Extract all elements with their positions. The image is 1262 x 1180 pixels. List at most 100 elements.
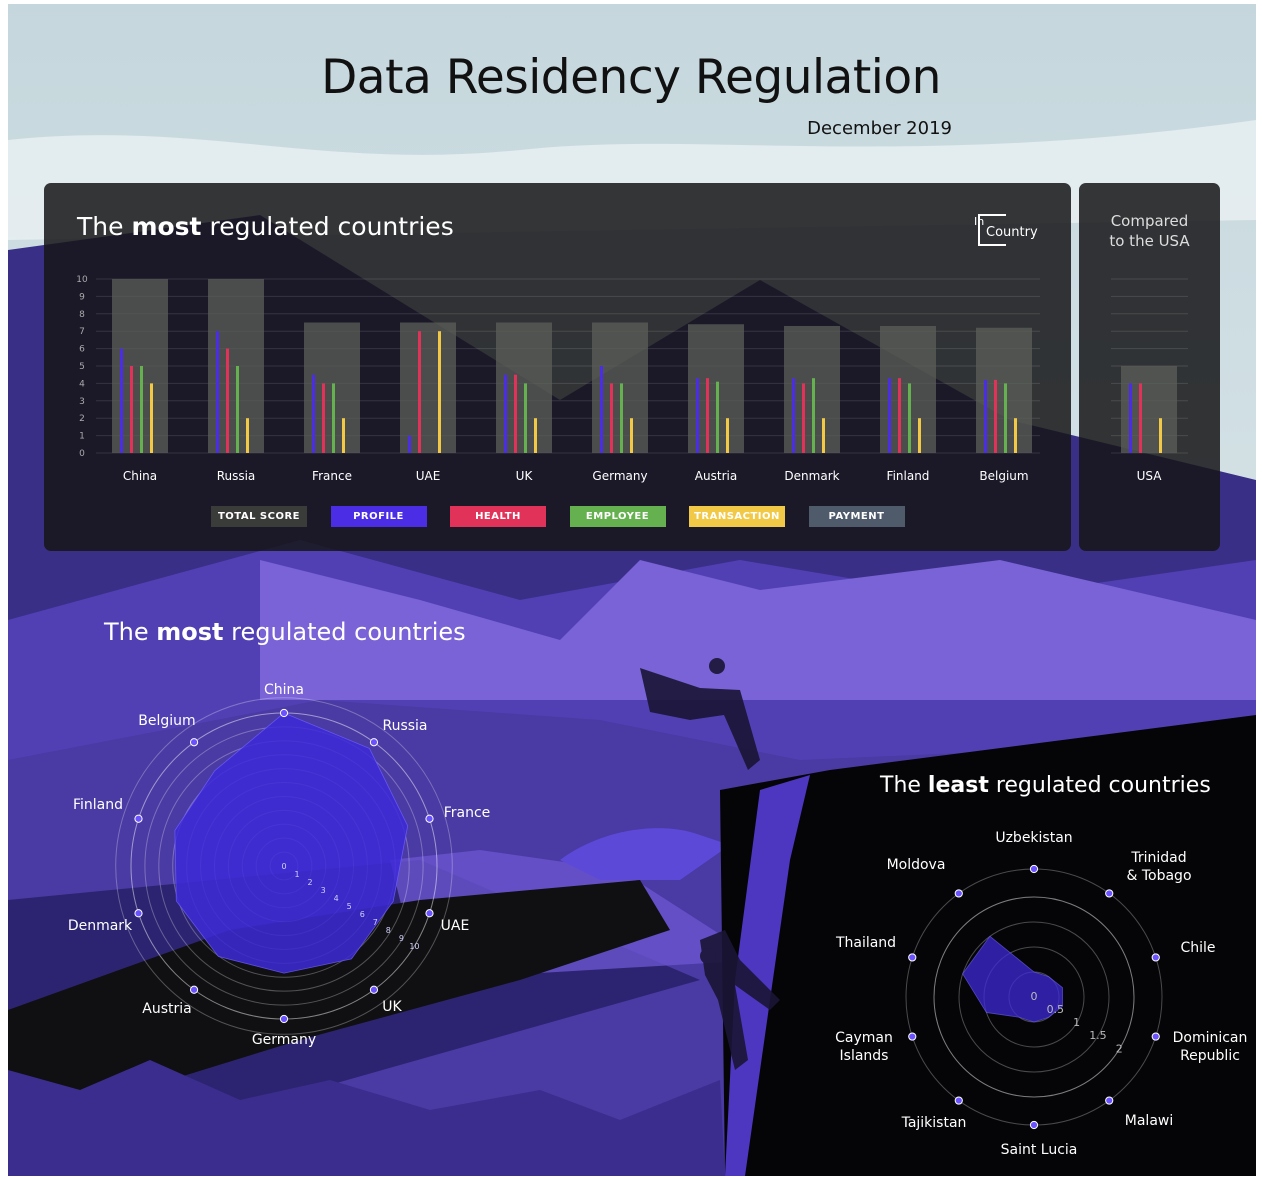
radar-tick-label: 10 [409, 942, 419, 951]
radar-outer-ring [933, 896, 1135, 1098]
bar-transaction [726, 418, 729, 453]
radar-axis-label: Russia [382, 718, 428, 734]
bar-chart-title: The most regulated countries [77, 212, 454, 241]
x-tick-label: Denmark [784, 469, 839, 483]
radar-axis-label: Thailand [835, 935, 897, 951]
bar-health [1139, 383, 1142, 453]
bar-profile [600, 366, 603, 453]
bar-health [130, 366, 133, 453]
y-tick-label: 5 [79, 362, 85, 372]
radar-most-title: The most regulated countries [104, 618, 466, 646]
radar-axis-label: Finland [72, 797, 124, 813]
legend-item-profile: PROFILE [330, 506, 427, 527]
radar-axis-label: UAE [440, 918, 470, 934]
radar-axis-node [1151, 953, 1160, 962]
bar-transaction [1014, 418, 1017, 453]
y-tick-label: 2 [79, 414, 85, 424]
radar-axis-node [279, 708, 289, 718]
bar-health [418, 331, 421, 453]
bar-employee [1004, 383, 1007, 453]
radar-ring [933, 896, 1135, 1098]
bar-transaction [246, 418, 249, 453]
usa-title-line1: Compared [1110, 212, 1189, 230]
y-tick-label: 4 [79, 379, 85, 389]
y-tick-label: 6 [79, 345, 85, 355]
x-tick-label: USA [1137, 469, 1163, 483]
radar-tick-label: 8 [386, 926, 391, 935]
radar-axis-label: Malawi [1124, 1113, 1174, 1129]
y-tick-label: 9 [79, 292, 85, 302]
logo-bracket-icon [978, 214, 1006, 246]
bar-employee [812, 378, 815, 453]
usa-panel-title: Compared to the USA [1079, 211, 1220, 251]
bar-health [898, 378, 901, 453]
bar-employee [332, 383, 335, 453]
bar-transaction [822, 418, 825, 453]
radar-most-title-text: The most regulated countries [104, 618, 466, 646]
radar-tick-label: 1 [294, 870, 299, 879]
bar-profile [120, 348, 123, 453]
radar-tick-label: 1 [1073, 1016, 1080, 1029]
legend-item-payment: PAYMENT [808, 506, 905, 527]
radar-axis-node [1105, 1096, 1114, 1105]
radar-least-title: The least regulated countries [880, 773, 1211, 798]
radar-ring [958, 921, 1110, 1073]
bar-profile [504, 374, 507, 453]
legend-item-employee: EMPLOYEE [569, 506, 666, 527]
bar-employee [716, 381, 719, 453]
radar-tick-label: 0 [1031, 990, 1038, 1003]
radar-axis-label: Denmark [67, 918, 133, 934]
radar-tick-label: 0 [281, 862, 286, 871]
bar-transaction [918, 418, 921, 453]
y-tick-label: 10 [76, 275, 88, 285]
bar-profile [696, 378, 699, 453]
incountry-logo: In Country [972, 214, 1042, 248]
radar-axis-node [1151, 1032, 1160, 1041]
radar-axis-node [279, 1014, 289, 1024]
radar-axis-node [954, 889, 963, 898]
x-tick-label: China [123, 469, 157, 483]
radar-axis-label: Germany [251, 1032, 317, 1048]
page-title: Data Residency Regulation [321, 50, 941, 105]
radar-tick-label: 9 [399, 934, 404, 943]
radar-tick-label: 5 [347, 902, 352, 911]
bar-profile [888, 378, 891, 453]
bar-profile [312, 374, 315, 453]
radar-area [962, 935, 1063, 1023]
radar-axis-label: Tajikistan [901, 1115, 967, 1131]
bar-profile [1129, 383, 1132, 453]
bar-health [802, 383, 805, 453]
logo-small-text: In [974, 215, 985, 228]
radar-axis-label: Trinidad & Tobago [1126, 850, 1192, 884]
radar-tick-label: 3 [321, 886, 326, 895]
bar-profile [408, 435, 411, 453]
radar-tick-label: 0.5 [1047, 1003, 1065, 1016]
radar-axis-label: Uzbekistan [995, 830, 1073, 846]
y-tick-label: 0 [79, 449, 85, 459]
bar-employee [620, 383, 623, 453]
radar-axis-node [189, 738, 199, 747]
radar-tick-label: 1.5 [1089, 1029, 1107, 1042]
radar-tick-label: 2 [1116, 1042, 1123, 1055]
radar-axis-node [1105, 889, 1114, 898]
radar-axis-label: Dominican Republic [1172, 1030, 1248, 1064]
bar-health [226, 348, 229, 453]
y-tick-label: 1 [79, 432, 85, 442]
radar-axis-node [369, 738, 379, 747]
x-tick-label: Finland [887, 469, 930, 483]
bar-profile [792, 378, 795, 453]
radar-tick-label: 4 [334, 894, 339, 903]
bar-transaction [438, 331, 441, 453]
bar-profile [216, 331, 219, 453]
bar-transaction [342, 418, 345, 453]
radar-axis-node [134, 909, 143, 918]
radar-tick-label: 2 [308, 878, 313, 887]
bar-profile [984, 379, 987, 453]
radar-axis-node [1029, 1120, 1039, 1130]
radar-axis-node [134, 814, 143, 823]
radar-axis-node [954, 1096, 963, 1105]
radar-axis-node [425, 909, 434, 918]
logo-text: Country [986, 225, 1038, 240]
radar-axis-node [1029, 864, 1039, 874]
radar-outer-ring [115, 697, 453, 1035]
